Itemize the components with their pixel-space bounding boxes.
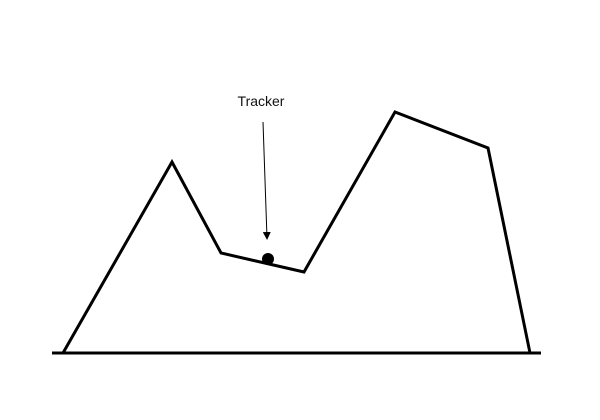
tracker-label: Tracker xyxy=(238,93,285,109)
terrain-outline xyxy=(61,110,532,354)
tracker-dot xyxy=(262,253,274,265)
tracker-arrow xyxy=(262,121,271,240)
